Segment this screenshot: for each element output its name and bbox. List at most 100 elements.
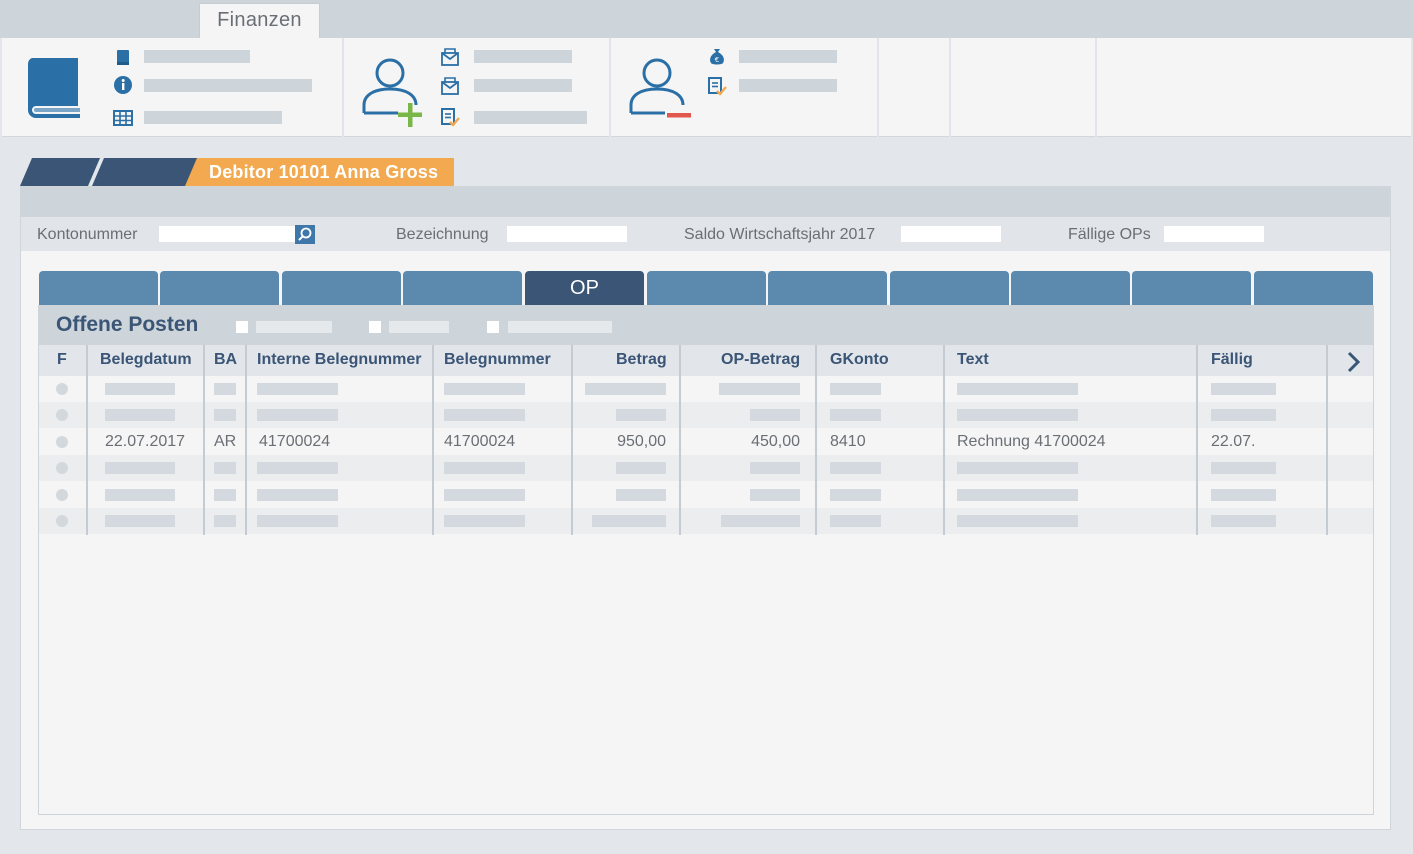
tab-4[interactable]: [403, 271, 522, 305]
cell-betrag: 950,00: [617, 433, 666, 450]
col-header-gkonto[interactable]: GKonto: [830, 351, 889, 368]
ribbon-item-2-2[interactable]: [474, 79, 572, 92]
money-bag-icon[interactable]: €: [707, 47, 727, 67]
filter-checkbox-2[interactable]: [369, 321, 381, 333]
table-icon[interactable]: [113, 108, 133, 128]
ribbon-item-2-1[interactable]: [474, 50, 572, 63]
tab-10[interactable]: [1132, 271, 1251, 305]
col-divider: [815, 345, 817, 535]
table-row[interactable]: [39, 455, 1373, 481]
table-header: F Belegdatum BA Interne Belegnummer Bele…: [39, 345, 1373, 376]
status-dot: [56, 462, 68, 474]
tab-bar: OP: [39, 271, 1373, 305]
col-divider: [245, 345, 247, 535]
col-divider: [86, 345, 88, 535]
ribbon: €: [2, 38, 1411, 137]
col-divider: [1196, 345, 1198, 535]
ribbon-group-empty-1: [879, 38, 951, 137]
col-divider: [679, 345, 681, 535]
tab-8[interactable]: [890, 271, 1009, 305]
cell-belegdatum: 22.07.2017: [105, 433, 186, 450]
document-check-icon[interactable]: [440, 107, 460, 127]
ribbon-item-1-2[interactable]: [144, 79, 312, 92]
table-row[interactable]: [39, 402, 1373, 428]
table-row[interactable]: [39, 376, 1373, 402]
status-dot: [56, 515, 68, 527]
col-header-faellig[interactable]: Fällig: [1211, 351, 1253, 368]
tab-7[interactable]: [768, 271, 887, 305]
saldo-field: [901, 226, 1001, 242]
faellige-ops-label: Fällige OPs: [1068, 226, 1151, 243]
col-header-op-betrag[interactable]: OP-Betrag: [721, 351, 801, 368]
filter-checkbox-3[interactable]: [487, 321, 499, 333]
breadcrumb-segment-2: [92, 158, 200, 186]
tab-3[interactable]: [282, 271, 401, 305]
panel-header-band: [21, 187, 1390, 217]
cell-interne-belegnummer: 41700024: [259, 433, 331, 450]
col-divider: [432, 345, 434, 535]
breadcrumb-current: Debitor 10101 Anna Gross: [197, 158, 454, 186]
col-header-interne-belegnummer[interactable]: Interne Belegnummer: [257, 351, 422, 368]
tab-9[interactable]: [1011, 271, 1130, 305]
tab-11[interactable]: [1254, 271, 1373, 305]
kontonummer-label: Kontonummer: [37, 226, 138, 243]
cell-ba: AR: [214, 433, 237, 450]
faellige-ops-field: [1164, 226, 1264, 242]
status-dot: [56, 409, 68, 421]
filter-checkbox-1-label: [256, 321, 332, 333]
status-dot: [56, 436, 68, 448]
section-header: Offene Posten: [39, 305, 1373, 345]
col-header-belegnummer[interactable]: Belegnummer: [444, 351, 551, 368]
tab-2[interactable]: [160, 271, 279, 305]
remove-user-icon[interactable]: [627, 55, 693, 125]
ribbon-item-1-1[interactable]: [144, 50, 250, 63]
col-header-belegdatum[interactable]: Belegdatum: [100, 351, 192, 368]
status-dot: [56, 383, 68, 395]
section-title: Offene Posten: [56, 313, 199, 336]
cell-faellig: 22.07.: [1211, 433, 1256, 450]
ribbon-tab-finanzen[interactable]: Finanzen: [199, 3, 320, 39]
cell-gkonto: 8410: [830, 433, 866, 450]
add-user-icon[interactable]: [360, 55, 426, 129]
ribbon-item-3-2[interactable]: [739, 79, 837, 92]
book-small-icon[interactable]: [113, 48, 133, 68]
bezeichnung-label: Bezeichnung: [396, 226, 489, 243]
document-check-icon[interactable]: [707, 76, 727, 96]
ribbon-group-add-debitor: [344, 38, 611, 137]
filter-checkbox-3-label: [508, 321, 612, 333]
bezeichnung-field: [507, 226, 627, 242]
ribbon-item-2-3[interactable]: [474, 111, 587, 124]
status-dot: [56, 489, 68, 501]
col-divider: [1326, 345, 1328, 535]
search-button[interactable]: [295, 225, 315, 244]
info-icon[interactable]: [113, 75, 133, 95]
col-header-ba[interactable]: BA: [214, 351, 238, 368]
book-icon[interactable]: [26, 56, 86, 118]
table-row[interactable]: [39, 508, 1373, 534]
col-divider: [943, 345, 945, 535]
envelope-icon[interactable]: [440, 47, 460, 67]
cell-text: Rechnung 41700024: [957, 433, 1106, 450]
cell-op-betrag: 450,00: [751, 433, 800, 450]
col-divider: [203, 345, 205, 535]
table-row[interactable]: [39, 482, 1373, 508]
envelope-icon[interactable]: [440, 76, 460, 96]
ribbon-item-1-3[interactable]: [144, 111, 282, 124]
saldo-label: Saldo Wirtschaftsjahr 2017: [684, 226, 876, 243]
filter-checkbox-1[interactable]: [236, 321, 248, 333]
tab-1[interactable]: [39, 271, 158, 305]
col-divider: [571, 345, 573, 535]
kontonummer-input[interactable]: [159, 226, 296, 242]
table-row-selected[interactable]: 22.07.2017 AR 41700024 41700024 950,00 4…: [39, 429, 1373, 455]
cell-belegnummer: 41700024: [444, 433, 516, 450]
tab-op[interactable]: OP: [525, 271, 644, 305]
ribbon-item-3-1[interactable]: [739, 50, 837, 63]
tab-6[interactable]: [647, 271, 766, 305]
col-header-text[interactable]: Text: [957, 351, 989, 368]
col-header-betrag[interactable]: Betrag: [616, 351, 667, 368]
ribbon-group-empty-2: [951, 38, 1097, 137]
ribbon-group-book: [2, 38, 344, 137]
col-header-f[interactable]: F: [57, 351, 67, 368]
chevron-right-icon[interactable]: [1341, 350, 1365, 374]
filter-checkbox-2-label: [389, 321, 449, 333]
